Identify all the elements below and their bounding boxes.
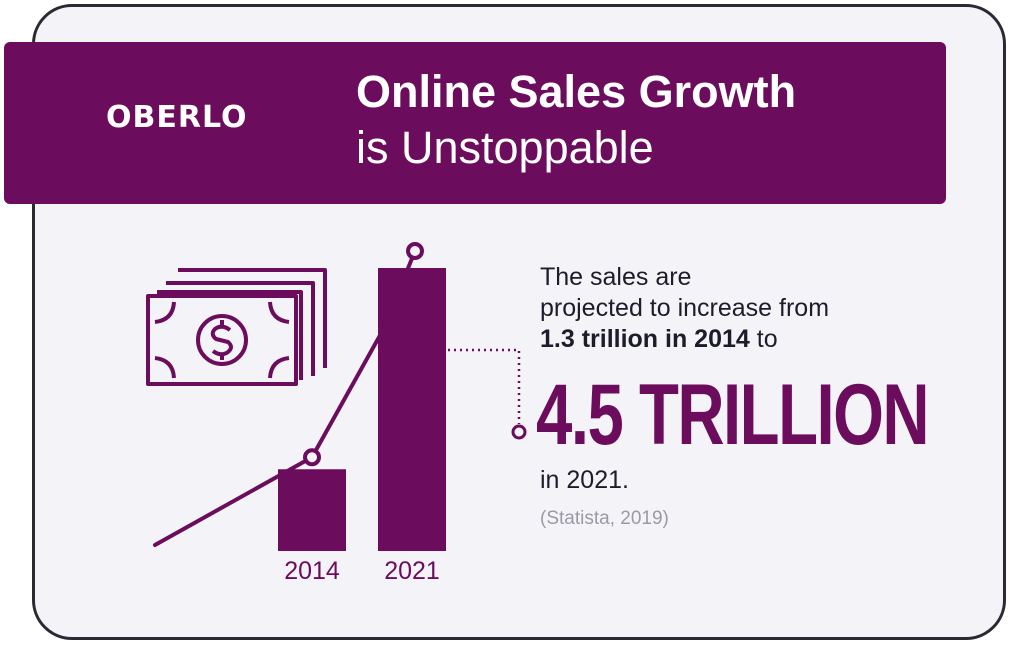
money-stack-icon [146, 268, 327, 386]
source-citation: (Statista, 2019) [540, 508, 669, 529]
title-banner [4, 42, 946, 204]
description-line-3: 1.3 trillion in 2014 to [540, 324, 829, 355]
after-text: in 2021. [540, 466, 629, 494]
description-highlight: 1.3 trillion in 2014 [540, 325, 750, 353]
bar-2014 [278, 469, 346, 551]
page-subtitle: is Unstoppable [356, 122, 654, 173]
description-to: to [749, 325, 778, 353]
brand-logo: OBERLO [106, 100, 248, 135]
description-line-2: projected to increase from [540, 294, 830, 322]
trend-marker-2014 [303, 448, 321, 467]
dollar-sign-icon [196, 314, 248, 366]
connector-line [448, 348, 521, 424]
big-value: 4.5 TRILLION [536, 367, 930, 463]
trend-marker-2021 [406, 242, 424, 260]
tick-label-2014: 2014 [284, 557, 340, 585]
connector-end-marker [511, 424, 527, 440]
description-line-1: The sales are [540, 263, 692, 291]
bar-2021 [378, 268, 446, 551]
page-title: Online Sales Growth [356, 66, 797, 117]
trend-line [153, 242, 424, 547]
tick-label-2021: 2021 [384, 557, 440, 585]
description-text: The sales are projected to increase from… [540, 262, 829, 355]
